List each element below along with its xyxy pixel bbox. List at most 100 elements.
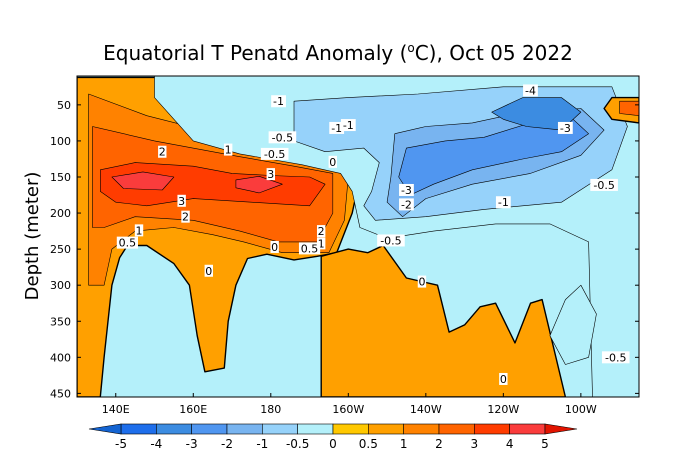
contour-label-bg — [181, 210, 190, 223]
contour-label-1: -0.5 — [268, 131, 297, 144]
colorbar-swatch — [368, 423, 404, 435]
x-tick-label: 100W — [565, 403, 597, 416]
contour-label-bg — [270, 240, 279, 253]
contour-label-5: 0 — [328, 155, 338, 169]
colorbar-label: -1 — [256, 437, 268, 451]
contour-label-bg — [329, 121, 345, 134]
contour-label-bg — [158, 145, 167, 158]
contour-label-bg — [590, 178, 618, 191]
x-tick-label: 160E — [179, 403, 207, 416]
contour-label-bg — [134, 224, 144, 237]
colorbar-swatch — [262, 423, 298, 435]
contour-label-text: -4 — [525, 84, 536, 97]
contour-label-23: -2 — [399, 198, 414, 211]
contour-label-21: -3 — [557, 121, 573, 135]
contour-label-bg — [557, 121, 573, 134]
contour-label-text: 0 — [500, 373, 507, 386]
colorbar-label: 3 — [471, 437, 479, 451]
colorbar-swatch — [297, 423, 334, 435]
contour-label-text: 3 — [267, 168, 274, 181]
contour-label-10: 2 — [181, 210, 190, 224]
colorbar: -5 -4 -3 -2 -1 -0.5 0 0.5 1 2 3 4 5 — [88, 423, 578, 451]
contour-label-2: -0.5 — [260, 147, 289, 161]
contour-label-text: 3 — [178, 195, 185, 208]
contour-label-26: -0.5 — [601, 351, 630, 364]
chart-title: Equatorial T Penatd Anomaly (oC), Oct 05… — [103, 41, 573, 65]
contour-label-text: 0.5 — [301, 242, 319, 255]
contour-label-text: 2 — [182, 211, 189, 224]
contour-label-text: 1 — [318, 237, 325, 250]
y-tick-label: 50 — [57, 99, 71, 112]
contour-label-13: 0 — [204, 264, 213, 278]
contour-label-16: 1 — [316, 237, 326, 250]
contour-label-24: -1 — [495, 196, 511, 209]
contour-label-text: 0 — [418, 276, 425, 289]
contour-label-14: 0 — [270, 240, 279, 254]
colorbar-swatch — [226, 423, 263, 435]
contour-label-text: -1 — [273, 95, 284, 108]
contour-label-text: -0.5 — [605, 351, 626, 364]
x-tick-label: 140E — [102, 403, 130, 416]
contour-label-15: 2 — [316, 225, 326, 238]
contour-label-12: 0.5 — [116, 236, 138, 250]
anomaly-field — [77, 76, 639, 397]
contour-labels: -1-0.5-0.5-1 -102 133210.500210.5-0.50-4-3… — [116, 84, 630, 386]
contour-label-bg — [223, 143, 233, 156]
colorbar-label: -3 — [186, 437, 198, 451]
colorbar-label: 1 — [400, 437, 408, 451]
colorbar-swatch — [403, 423, 440, 435]
contour-label-0: -1 — [271, 95, 286, 108]
contour-label-4: -1 — [340, 119, 356, 132]
contour-label-text: 0.5 — [119, 237, 137, 250]
y-axis-label: Depth (meter) — [22, 172, 43, 301]
contour-label-bg — [260, 147, 289, 160]
contour-label-text: 0 — [271, 241, 278, 254]
contour-label-text: -3 — [560, 122, 571, 135]
colorbar-label: -2 — [221, 437, 233, 451]
contour-label-text: 0 — [205, 265, 212, 278]
contour-label-27: 0 — [499, 372, 508, 386]
anomaly-region-5 — [111, 171, 175, 191]
colorbar-swatch — [191, 423, 228, 435]
anomaly-region-1 — [320, 244, 567, 397]
contour-label-6: 2 — [158, 145, 167, 159]
contour-label-8: 3 — [266, 168, 275, 181]
y-tick-label: 250 — [50, 243, 71, 256]
colorbar-label: -4 — [150, 437, 162, 451]
colorbar-label: -0.5 — [286, 437, 309, 451]
contour-label-3: -1 — [329, 121, 345, 135]
contour-label-text: -1 — [498, 196, 509, 209]
colorbar-label: 2 — [435, 437, 443, 451]
contour-label-bg — [204, 264, 213, 277]
colorbar-high-arrow — [544, 423, 578, 435]
anomaly-region-14 — [619, 100, 639, 116]
colorbar-label: -5 — [115, 437, 127, 451]
contour-label-19: 0 — [417, 275, 427, 289]
contour-label-bg — [268, 131, 297, 144]
contour-label-text: 2 — [159, 146, 166, 159]
contour-label-bg — [340, 119, 356, 132]
contour-label-bg — [316, 225, 326, 238]
y-tick-label: 200 — [50, 207, 71, 220]
x-tick-label: 120W — [487, 403, 519, 416]
colorbar-swatch — [332, 423, 369, 435]
contour-label-bg — [116, 236, 138, 249]
colorbar-label: 5 — [541, 437, 549, 451]
contour-label-bg — [328, 155, 338, 168]
colorbar-label: 0.5 — [359, 437, 378, 451]
y-tick-label: 150 — [50, 171, 71, 184]
contour-label-9: 3 — [177, 194, 186, 208]
contour-label-bg — [499, 372, 508, 385]
y-tick-label: 100 — [50, 135, 71, 148]
colorbar-swatch — [120, 423, 157, 435]
y-tick-label: 400 — [50, 351, 71, 364]
anomaly-region-4 — [100, 162, 326, 207]
anomaly-region-8 — [549, 284, 597, 365]
contour-label-bg — [271, 95, 286, 108]
contour-label-bg — [495, 196, 511, 209]
anomaly-region-6 — [235, 176, 283, 194]
contour-label-text: 1 — [225, 144, 232, 157]
x-tick-label: 140W — [410, 403, 442, 416]
contour-label-text: -0.5 — [264, 148, 285, 161]
